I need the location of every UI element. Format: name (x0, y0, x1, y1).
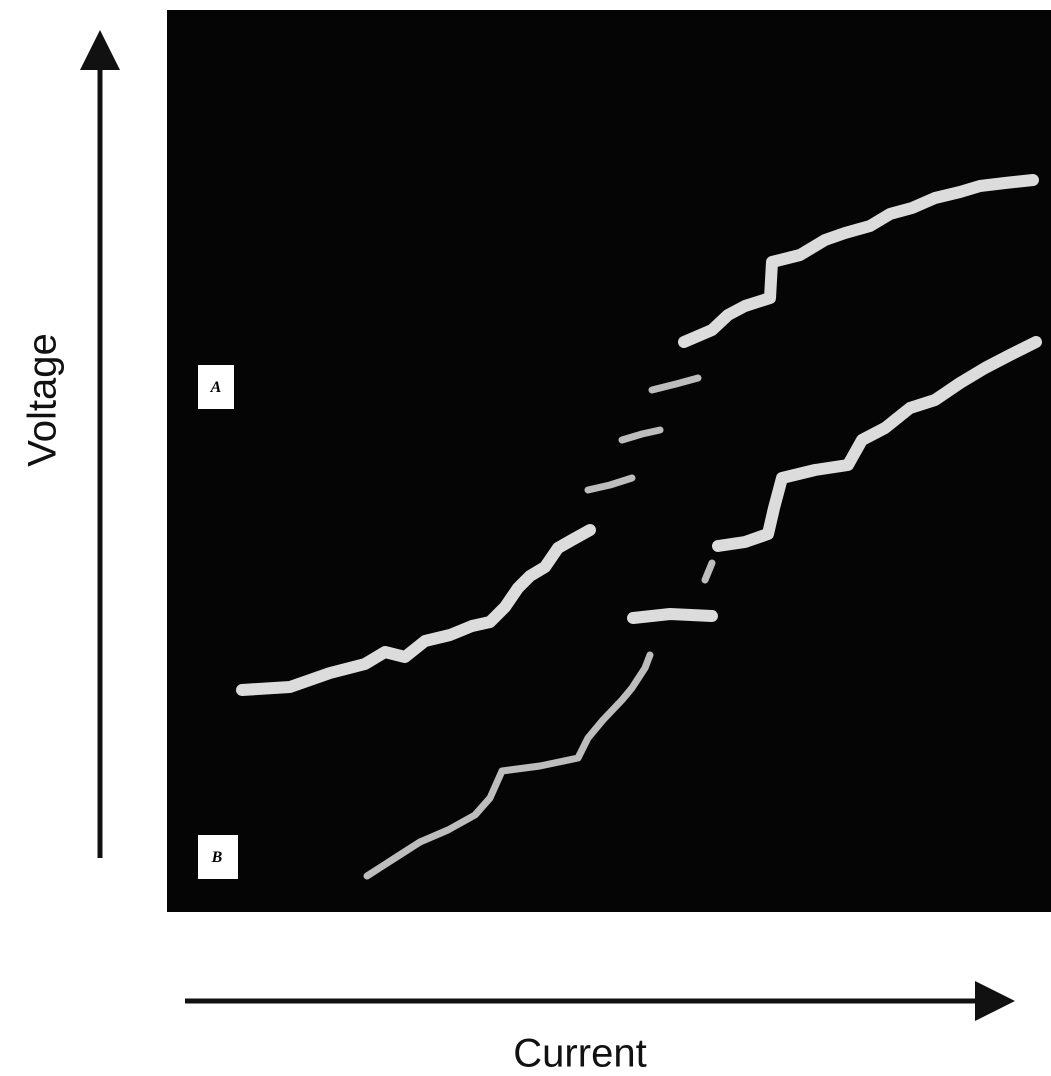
trace-b-step (701, 559, 716, 584)
scope-panel (167, 10, 1051, 912)
trace-a-step (648, 374, 702, 394)
label-b: B (211, 849, 223, 866)
label-box (198, 365, 234, 409)
y-axis-label: Voltage (21, 333, 65, 466)
trace-a-step (618, 426, 664, 444)
x-axis-label: Current (513, 1032, 646, 1076)
trace-b (363, 336, 1042, 880)
trace-a-lower (236, 524, 596, 696)
trace-a (236, 174, 1039, 696)
label-a: A (210, 379, 222, 396)
trace-b-step (627, 608, 718, 624)
label-box (198, 835, 238, 879)
trace-b-upper (712, 336, 1042, 552)
trace-a-step (584, 474, 636, 494)
trace-a-upper (678, 174, 1039, 348)
trace-b-lower (363, 651, 654, 880)
